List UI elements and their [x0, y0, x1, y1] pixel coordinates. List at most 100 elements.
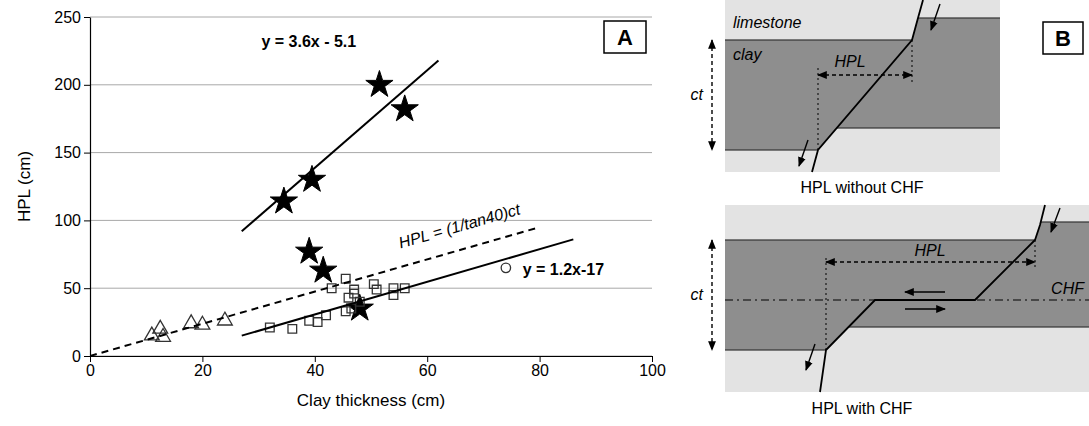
tick-label: 150	[54, 144, 81, 161]
tick: 150	[54, 144, 90, 161]
tick-label: 50	[63, 280, 81, 297]
tick-mark	[84, 17, 90, 18]
slip-arrow	[1051, 208, 1060, 232]
point	[270, 187, 297, 213]
line-labels: y = 3.6x - 5.1 HPL = (1/tan40)cty = 1.2x-…	[261, 33, 604, 278]
tick-label: 250	[54, 9, 81, 26]
y-axis-title: HPL (cm)	[15, 151, 34, 222]
fit-line	[242, 239, 574, 335]
guide-line	[1035, 240, 1036, 270]
tick: 50	[63, 280, 90, 297]
tick-mark	[84, 288, 90, 289]
tick-label: 100	[639, 362, 666, 379]
length-arrow	[826, 261, 1035, 262]
tick: 80	[531, 356, 549, 379]
point	[372, 285, 381, 294]
tick-mark	[652, 356, 653, 362]
block-diagram: limestone clay ct HPL HPL without CHF	[691, 0, 1002, 196]
length-label: HPL	[914, 242, 945, 259]
point	[501, 263, 510, 272]
tick-mark	[84, 356, 90, 357]
point	[288, 325, 297, 334]
tick-mark	[84, 153, 90, 154]
guide-line	[818, 66, 819, 150]
tick: 20	[194, 356, 212, 379]
caption: HPL without CHF	[801, 179, 924, 196]
y-axis: 0 50 100 150 200 250	[54, 9, 90, 365]
thickness-arrow	[711, 40, 712, 150]
point	[366, 70, 393, 96]
fault-label: CHF	[1051, 280, 1085, 297]
tick: 100	[54, 212, 90, 229]
shear-arrow	[905, 291, 945, 292]
grid	[90, 17, 652, 356]
grid-line	[90, 220, 652, 221]
figure: 0 20 40 60 80 100 0 50 100 150 200 250 Clay thicknes…	[0, 0, 1089, 426]
tick: 60	[419, 356, 437, 379]
panel-label-box: B	[1043, 22, 1083, 54]
panel-label: B	[1055, 26, 1071, 51]
thickness-label: ct	[691, 286, 704, 303]
thickness-label: ct	[691, 86, 704, 103]
slip-arrow	[806, 344, 815, 370]
x-axis-title: Clay thickness (cm)	[297, 391, 445, 410]
tick-mark	[90, 356, 91, 362]
shear-arrow	[905, 308, 945, 309]
panel-label-frame	[1043, 22, 1083, 54]
tick: 200	[54, 76, 90, 93]
guide-line	[826, 255, 827, 350]
tick-label: 80	[531, 362, 549, 379]
point	[313, 318, 322, 327]
fit-line	[242, 60, 439, 231]
block-diagram: ct HPL CHF HPL with CHF	[691, 205, 1089, 417]
point	[310, 256, 337, 282]
clay-layer	[723, 18, 1002, 128]
axis-line	[90, 18, 91, 357]
tick-mark	[540, 356, 541, 362]
point	[153, 320, 168, 333]
point	[341, 307, 350, 316]
tick: 0	[86, 356, 95, 379]
line-label: y = 3.6x - 5.1	[261, 33, 356, 50]
clay-layer	[723, 222, 1089, 327]
point	[350, 285, 359, 294]
tick: 40	[306, 356, 324, 379]
point	[369, 280, 378, 289]
guide-line	[912, 40, 913, 84]
rock-label: limestone	[733, 14, 802, 31]
tick: 0	[72, 348, 90, 365]
point	[296, 237, 323, 263]
panel-label-frame	[604, 21, 646, 53]
tick-mark	[84, 220, 90, 221]
tick-label: 20	[194, 362, 212, 379]
grid-line	[90, 356, 652, 357]
tick-label: 60	[419, 362, 437, 379]
grid-line	[90, 152, 652, 153]
axis-line	[91, 356, 653, 357]
length-arrow	[818, 74, 912, 75]
caption: HPL with CHF	[812, 400, 913, 417]
tick: 250	[54, 9, 90, 26]
line-label: y = 1.2x-17	[523, 261, 605, 278]
plot-marks	[90, 60, 573, 356]
tick-label: 40	[306, 362, 324, 379]
slip-arrow	[799, 140, 808, 166]
fault	[812, 0, 923, 172]
tick-label: 0	[86, 362, 95, 379]
fit-line	[90, 227, 540, 356]
panel-a: 0 20 40 60 80 100 0 50 100 150 200 250 Clay thicknes…	[15, 9, 666, 410]
rock-label: clay	[733, 46, 762, 63]
tick: 100	[639, 356, 666, 379]
tick-mark	[315, 356, 316, 362]
length-label: HPL	[834, 53, 865, 70]
line-label: HPL = (1/tan40)ct	[397, 200, 523, 251]
panel-b: limestone clay ct HPL HPL without CHF Bct HPL C…	[691, 0, 1089, 417]
panel-label: A	[617, 25, 633, 50]
x-axis: 0 20 40 60 80 100	[86, 356, 666, 379]
tick-label: 0	[72, 348, 81, 365]
thickness-arrow	[711, 240, 712, 350]
tick-label: 100	[54, 212, 81, 229]
grid-line	[90, 17, 652, 18]
fault	[820, 205, 1045, 392]
tick-mark	[427, 356, 428, 362]
